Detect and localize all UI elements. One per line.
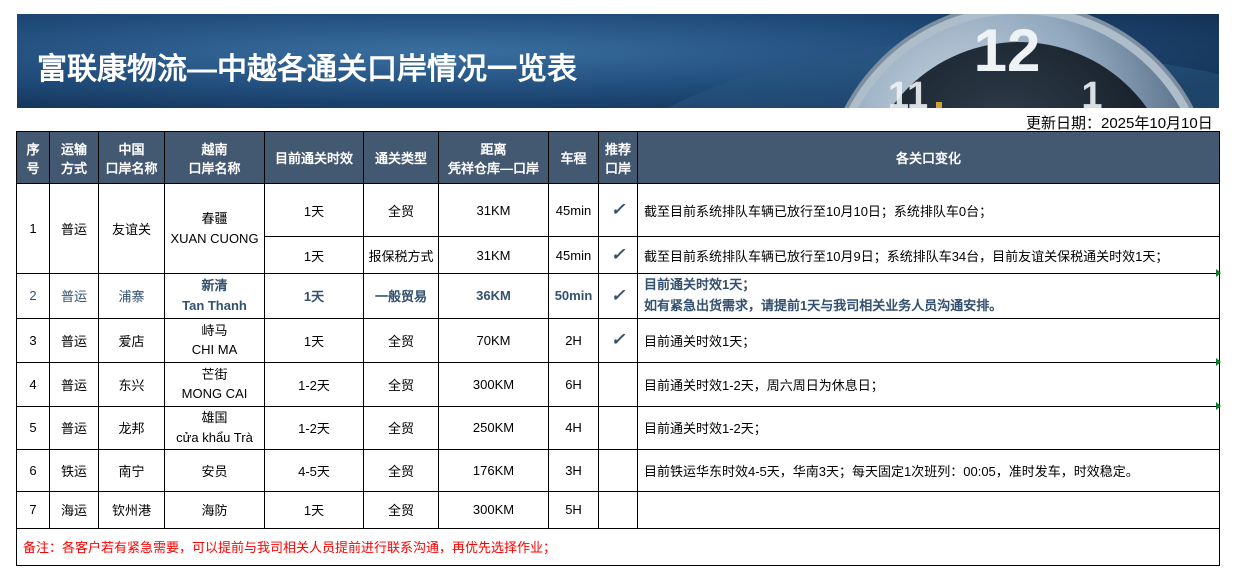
svg-text:1: 1	[1081, 75, 1102, 108]
svg-text:12: 12	[974, 17, 1041, 84]
svg-text:11: 11	[888, 75, 928, 108]
